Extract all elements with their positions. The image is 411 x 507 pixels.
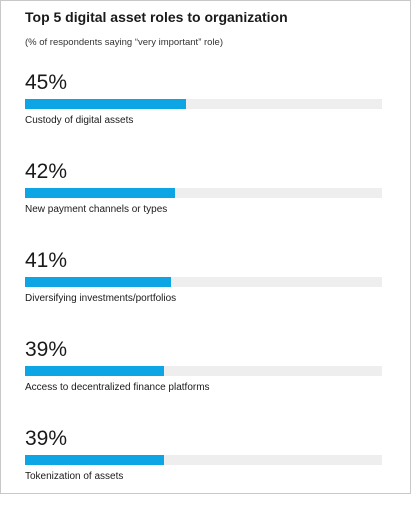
bar-track (25, 455, 382, 465)
chart-subtitle: (% of respondents saying “very important… (25, 37, 223, 48)
category-label: New payment channels or types (25, 204, 168, 215)
bar (25, 188, 175, 198)
bar-item: 42% New payment channels or types (25, 160, 383, 240)
bar-item: 41% Diversifying investments/portfolios (25, 249, 383, 329)
bar-value-label: 41% (25, 249, 68, 272)
bar (25, 99, 186, 109)
bar (25, 455, 165, 465)
bar-track (25, 366, 382, 376)
bar-track (25, 99, 382, 109)
bar (25, 366, 165, 376)
bar-value-label: 45% (25, 71, 68, 94)
bar-track (25, 277, 382, 287)
category-label: Access to decentralized finance platform… (25, 382, 210, 393)
category-label: Diversifying investments/portfolios (25, 293, 177, 304)
bar-item: 45% Custody of digital assets (25, 71, 383, 151)
bar-track (25, 188, 382, 198)
bar-item: 39% Tokenization of assets (25, 427, 383, 507)
category-label: Tokenization of assets (25, 471, 124, 482)
chart-panel: Top 5 digital asset roles to organizatio… (0, 0, 411, 494)
chart-title: Top 5 digital asset roles to organizatio… (25, 9, 288, 25)
bar-value-label: 42% (25, 160, 68, 183)
bar-item: 39% Access to decentralized finance platf… (25, 338, 383, 418)
bar (25, 277, 172, 287)
bar-value-label: 39% (25, 338, 68, 361)
category-label: Custody of digital assets (25, 115, 134, 126)
bar-value-label: 39% (25, 427, 68, 450)
